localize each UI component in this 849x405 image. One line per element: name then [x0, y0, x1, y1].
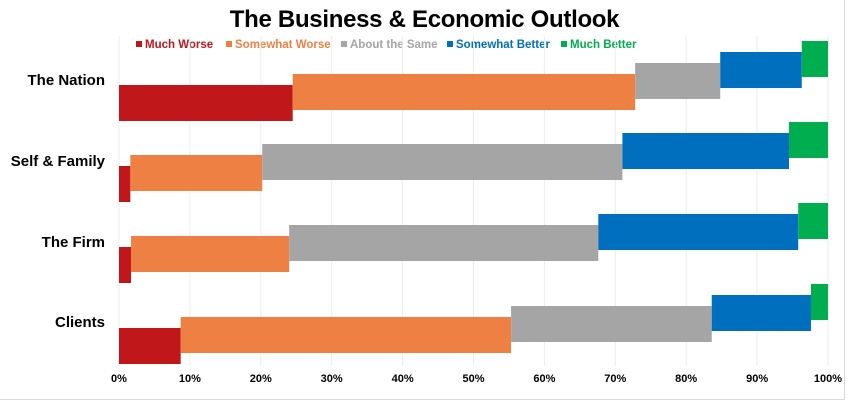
- legend-label: Much Worse: [145, 39, 214, 51]
- legend-swatch-much-worse: [136, 41, 142, 47]
- bar-somewhat-worse-the-firm: [131, 236, 290, 272]
- bar-much-worse-self-family: [119, 166, 131, 202]
- x-tick-label: 80%: [675, 373, 698, 385]
- bar-about-the-same-the-nation: [635, 63, 721, 99]
- x-tick-label: 60%: [533, 373, 556, 385]
- bars: [119, 41, 828, 364]
- x-tick-label: 0%: [111, 373, 127, 385]
- legend-item-somewhat-better: Somewhat Better: [447, 38, 550, 52]
- bar-somewhat-worse-clients: [180, 317, 512, 353]
- bar-about-the-same-the-firm: [289, 225, 599, 261]
- legend-label: Much Better: [570, 39, 637, 51]
- legend: Much Worse Somewhat Worse About the Same…: [0, 38, 849, 52]
- bar-much-worse-the-nation: [119, 85, 293, 121]
- category-label-the-nation: The Nation: [27, 72, 106, 89]
- legend-item-much-worse: Much Worse: [136, 38, 213, 52]
- legend-item-somewhat-worse: Somewhat Worse: [226, 38, 331, 52]
- x-tick-label: 10%: [178, 373, 201, 385]
- category-label-the-firm: The Firm: [41, 234, 105, 251]
- legend-swatch-about-the-same: [341, 41, 347, 47]
- x-tick-label: 40%: [391, 373, 414, 385]
- bar-somewhat-better-self-family: [622, 133, 790, 169]
- bar-somewhat-worse-self-family: [130, 155, 263, 191]
- legend-swatch-much-better: [561, 41, 567, 47]
- bar-somewhat-better-clients: [711, 295, 811, 331]
- bar-somewhat-better-the-nation: [720, 52, 802, 88]
- x-tick-label: 70%: [604, 373, 627, 385]
- bar-much-better-clients: [810, 284, 828, 320]
- x-tick-label: 20%: [249, 373, 272, 385]
- bar-much-better-the-nation: [801, 41, 828, 77]
- x-tick-label: 30%: [320, 373, 343, 385]
- bar-much-better-the-firm: [798, 203, 828, 239]
- bar-much-worse-the-firm: [119, 247, 132, 283]
- legend-swatch-somewhat-worse: [226, 41, 232, 47]
- category-label-clients: Clients: [54, 314, 105, 331]
- category-label-self-family: Self & Family: [10, 153, 105, 170]
- bar-somewhat-better-the-firm: [598, 214, 799, 250]
- bar-much-worse-clients: [119, 328, 181, 364]
- bar-about-the-same-self-family: [262, 144, 623, 180]
- x-tick-label: 100%: [813, 373, 843, 385]
- bar-much-better-self-family: [789, 122, 828, 158]
- legend-swatch-somewhat-better: [447, 41, 453, 47]
- x-tick-label: 50%: [462, 373, 485, 385]
- bar-somewhat-worse-the-nation: [292, 74, 636, 110]
- x-tick-label: 90%: [746, 373, 769, 385]
- legend-label: About the Same: [350, 39, 438, 51]
- legend-label: Somewhat Worse: [235, 39, 331, 51]
- bar-about-the-same-clients: [511, 306, 712, 342]
- chart-title: The Business & Economic Outlook: [229, 6, 620, 33]
- legend-label: Somewhat Better: [456, 39, 550, 51]
- legend-item-about-the-same: About the Same: [341, 38, 438, 52]
- legend-item-much-better: Much Better: [561, 38, 636, 52]
